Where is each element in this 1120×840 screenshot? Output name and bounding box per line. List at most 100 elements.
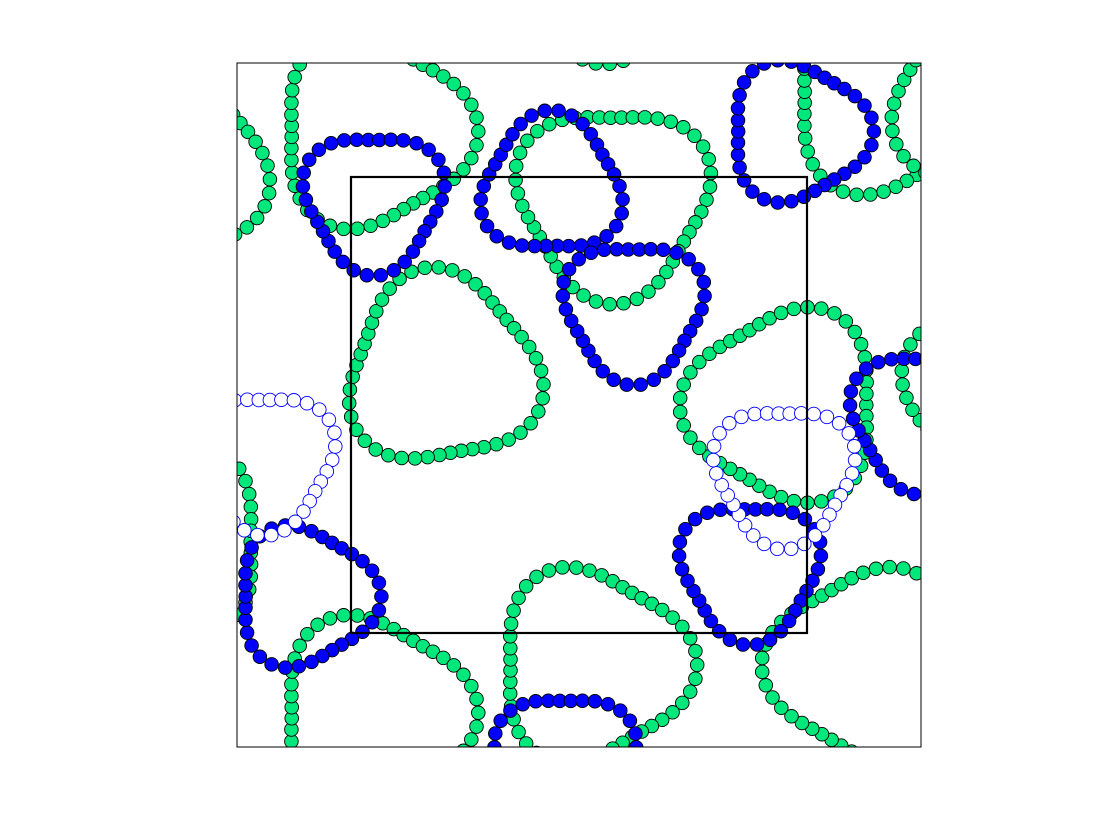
bead — [219, 99, 233, 113]
bead — [556, 274, 571, 290]
bead — [474, 206, 489, 221]
bead — [471, 705, 486, 721]
bead — [521, 339, 537, 355]
bead — [895, 377, 910, 392]
blue-ring-14 — [295, 132, 452, 283]
bead — [277, 660, 293, 675]
bead — [932, 170, 946, 184]
bead — [195, 465, 209, 479]
bead — [933, 13, 947, 27]
bead — [754, 650, 770, 666]
bead — [722, 416, 737, 431]
bead — [238, 566, 253, 581]
bead — [1079, 103, 1093, 117]
bead — [295, 179, 311, 194]
bead — [1021, 486, 1035, 500]
bead — [1018, 0, 1032, 12]
bead — [457, 269, 472, 284]
bead — [471, 124, 486, 139]
bead — [945, 172, 959, 186]
bead — [970, 52, 984, 66]
bead — [293, 773, 307, 787]
bead — [942, 647, 956, 661]
bead — [558, 301, 574, 317]
bead — [958, 467, 972, 481]
bead — [712, 426, 727, 441]
bead — [847, 439, 862, 454]
bead — [896, 148, 911, 164]
bead — [754, 664, 770, 680]
green-ring-9 — [536, 2, 631, 72]
bead — [363, 218, 378, 234]
bead — [464, 678, 479, 694]
bead — [621, 766, 635, 780]
bead — [1068, 427, 1082, 441]
bead — [713, 502, 728, 518]
bead — [807, 528, 823, 543]
bead — [972, 305, 986, 319]
bead — [569, 560, 584, 575]
bead — [561, 262, 577, 277]
bead — [773, 305, 789, 321]
bead — [983, 104, 997, 118]
blue-ring-13 — [473, 103, 630, 254]
bead — [1042, 29, 1056, 43]
bead — [431, 260, 446, 275]
bead — [1060, 450, 1074, 464]
bead — [239, 553, 255, 568]
bead — [337, 27, 351, 41]
bead — [203, 403, 217, 417]
bead — [510, 186, 526, 201]
bead — [613, 703, 628, 718]
bead — [77, 578, 91, 592]
bead — [671, 548, 687, 564]
bead — [445, 263, 460, 278]
bead — [863, 187, 878, 202]
blue-ring-17 — [842, 351, 959, 502]
bead — [237, 393, 243, 408]
bead — [689, 657, 705, 673]
bead — [501, 235, 517, 250]
bead — [945, 474, 959, 488]
bead — [672, 404, 688, 420]
bead — [700, 505, 715, 520]
bead — [919, 164, 921, 175]
bead — [301, 46, 315, 60]
bead — [806, 23, 820, 37]
bead — [903, 337, 918, 352]
bead — [446, 658, 462, 673]
bead — [144, 56, 158, 70]
bead — [335, 254, 351, 270]
bead — [255, 145, 270, 161]
bead — [801, 36, 815, 50]
bead — [765, 690, 780, 705]
bead — [489, 228, 504, 244]
bead — [687, 511, 703, 527]
axes-frame — [236, 62, 922, 748]
bead — [883, 756, 897, 770]
bead — [536, 2, 550, 16]
bead — [665, 353, 681, 369]
bead — [628, 740, 644, 747]
bead — [386, 263, 402, 278]
bead — [493, 713, 508, 728]
bead — [172, 631, 186, 645]
bead — [261, 185, 277, 201]
bead — [264, 657, 279, 672]
bead — [598, 806, 612, 820]
bead — [915, 44, 929, 58]
bead — [501, 432, 516, 447]
bead — [469, 691, 484, 707]
bead — [374, 292, 390, 307]
bead — [734, 409, 749, 425]
green-ring-5 — [894, 305, 1082, 500]
bead — [288, 514, 303, 530]
bead — [857, 98, 872, 113]
bead — [819, 409, 835, 425]
bead — [877, 0, 891, 10]
bead — [968, 475, 982, 489]
bead — [894, 363, 910, 378]
bead — [387, 790, 401, 804]
bead — [897, 755, 911, 769]
